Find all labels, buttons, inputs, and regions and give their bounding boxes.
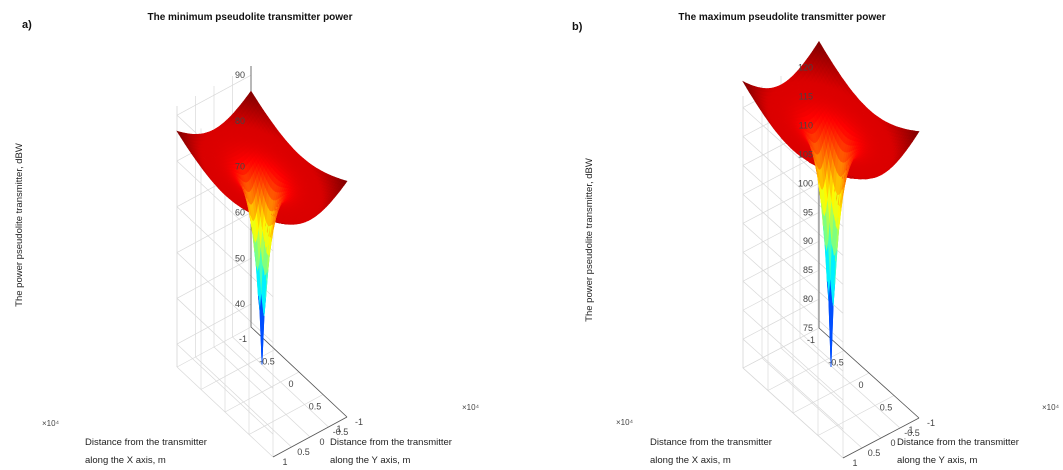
y-tick-label: 1 — [282, 457, 287, 467]
z-tick-label: 70 — [235, 162, 245, 172]
z-tick-label: 120 — [798, 63, 813, 73]
z-tick-label: 50 — [235, 253, 245, 263]
z-tick-label: 90 — [803, 236, 813, 246]
x-tick-label: -0.5 — [259, 357, 275, 367]
x-tick-label: 0 — [858, 380, 863, 390]
z-tick-label: 90 — [235, 70, 245, 80]
x-tick-label: 0 — [288, 379, 293, 389]
x-tick-label: -1 — [807, 335, 815, 345]
grid-lines — [176, 66, 348, 458]
x-tick-label: 0.5 — [880, 403, 893, 413]
surface-plot-a: 40 50 60 70 80 90 -1 -0.5 0 0.5 1 -1 -0.5 0 0.5 1 ×10⁴ ×1… — [14, 12, 480, 467]
x-axis-label: Distance from the transmitter — [85, 437, 207, 448]
y-tick-label: -0.5 — [904, 428, 920, 438]
panel-label: b) — [572, 21, 583, 33]
surface-mesh — [742, 40, 920, 368]
chart-panel-b: 75 80 85 90 95 100 105 110 115 120 -1 -0.5 0 0.5 1 -1 -0… — [532, 0, 1063, 470]
y-axis-label: Distance from the transmitter — [330, 437, 452, 448]
x-tick-label: -1 — [239, 334, 247, 344]
panel-label: a) — [22, 19, 32, 31]
z-tick-label: 95 — [803, 207, 813, 217]
y-tick-label: -1 — [927, 418, 935, 428]
chart-title: The maximum pseudolite transmitter power — [678, 12, 885, 23]
y-axis-label: Distance from the transmitter — [897, 437, 1019, 448]
z-tick-label: 85 — [803, 265, 813, 275]
x-tick-label: 0.5 — [309, 402, 322, 412]
x-multiplier: ×10⁴ — [616, 418, 634, 427]
z-tick-label: 40 — [235, 299, 245, 309]
x-tick-label: 1 — [336, 424, 341, 434]
y-tick-label: 0.5 — [868, 448, 881, 458]
y-multiplier: ×10⁴ — [462, 403, 480, 412]
z-tick-label: 110 — [799, 120, 813, 130]
z-tick-label: 75 — [803, 323, 813, 333]
surface-plot-b: 75 80 85 90 95 100 105 110 115 120 -1 -0.5 0 0.5 1 -1 -0… — [572, 12, 1060, 468]
y-tick-label: -1 — [355, 417, 363, 427]
z-tick-label: 105 — [798, 149, 813, 159]
z-tick-label: 80 — [803, 294, 813, 304]
y-axis-label: along the Y axis, m — [897, 455, 978, 466]
surface-mesh — [176, 90, 348, 365]
y-tick-label: -0.5 — [333, 427, 349, 437]
x-axis-label: along the X axis, m — [85, 455, 166, 466]
z-tick-label: 60 — [235, 208, 245, 218]
y-axis-label: along the Y axis, m — [330, 455, 411, 466]
x-axis-label: along the X axis, m — [650, 455, 731, 466]
x-tick-label: 1 — [908, 425, 913, 435]
y-tick-label: 0.5 — [297, 447, 310, 457]
z-tick-label: 100 — [798, 178, 813, 188]
z-axis-label: The power pseudolite transmitter, dBW — [14, 143, 25, 307]
x-tick-label: -0.5 — [828, 358, 844, 368]
z-tick-label: 115 — [799, 92, 813, 102]
y-multiplier: ×10⁴ — [1042, 403, 1060, 412]
z-tick-label: 80 — [235, 116, 245, 126]
x-multiplier: ×10⁴ — [42, 419, 60, 428]
y-tick-label: 0 — [319, 437, 324, 447]
chart-title: The minimum pseudolite transmitter power — [147, 12, 352, 23]
x-axis-label: Distance from the transmitter — [650, 437, 772, 448]
y-tick-label: 1 — [852, 458, 857, 468]
z-axis-label: The power pseudolite transmitter, dBW — [584, 158, 595, 322]
chart-panel-a: 40 50 60 70 80 90 -1 -0.5 0 0.5 1 -1 -0.5 0 0.5 1 ×10⁴ ×1… — [0, 0, 531, 470]
y-tick-label: 0 — [890, 438, 895, 448]
